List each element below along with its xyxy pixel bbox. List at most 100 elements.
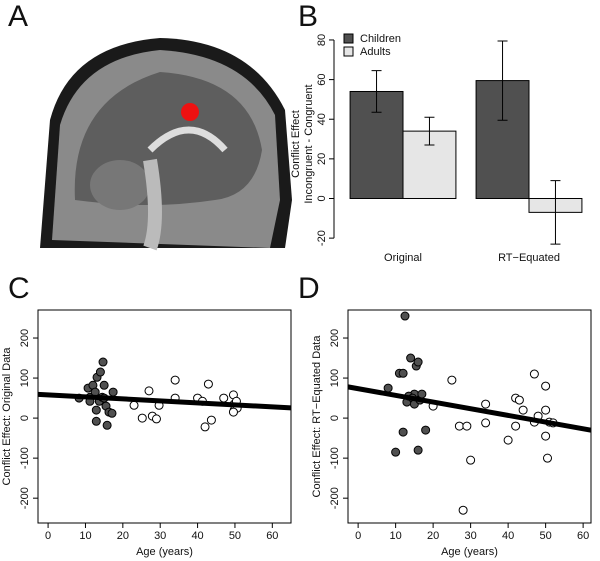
y-axis-label: Conflict Effect: RT−Equated Data [311, 335, 323, 498]
point [541, 431, 551, 441]
point [108, 387, 118, 397]
point [503, 435, 513, 445]
point [529, 369, 539, 379]
point [458, 505, 468, 515]
error-bar [371, 70, 382, 113]
y-tick-label: -100 [329, 447, 341, 469]
x-axis-label: Age (years) [441, 546, 498, 558]
point [398, 368, 408, 378]
x-tick-label: 60 [577, 530, 589, 542]
x-tick-label: 10 [390, 530, 402, 542]
point [541, 405, 551, 415]
x-tick-label: 60 [266, 530, 278, 542]
point [421, 425, 431, 435]
y-tick-label: 100 [19, 369, 31, 387]
x-tick-label: 40 [502, 530, 514, 542]
x-axis-label: Age (years) [136, 546, 193, 558]
point [454, 421, 464, 431]
y-tick-label: -100 [19, 447, 31, 469]
y-tick-label: 0 [19, 415, 31, 421]
y-tick-label: 80 [316, 34, 328, 46]
point [481, 399, 491, 409]
point [514, 395, 524, 405]
x-tick-label: 50 [229, 530, 241, 542]
point [511, 421, 521, 431]
point [383, 383, 393, 393]
error-bar [550, 180, 561, 245]
point [95, 367, 105, 377]
point [144, 386, 154, 396]
regression-line [347, 384, 592, 433]
point [98, 357, 108, 367]
y-tick-label: 20 [316, 153, 328, 165]
x-tick-label: 40 [191, 530, 203, 542]
panel-label: A [8, 0, 28, 33]
corpus-callosum [147, 126, 228, 153]
brain-image [40, 20, 292, 251]
point [99, 380, 109, 390]
point [107, 408, 117, 418]
point [203, 379, 213, 389]
point [137, 413, 147, 423]
point [413, 357, 423, 367]
plot-box [37, 309, 292, 524]
y-tick-label: 100 [329, 369, 341, 387]
cerebellum [90, 160, 150, 210]
x-tick-label: 30 [465, 530, 477, 542]
y-tick-label: -20 [316, 230, 328, 246]
x-tick-label: Original [384, 252, 422, 264]
point [518, 405, 528, 415]
y-tick-label: 200 [19, 329, 31, 347]
bar [349, 90, 404, 199]
x-tick-label: 0 [355, 530, 361, 542]
panel-label: D [298, 272, 320, 305]
roi [181, 103, 199, 121]
point [102, 420, 112, 430]
legend-swatch [343, 46, 354, 57]
x-tick-label: 0 [45, 530, 51, 542]
legend-label: Adults [360, 46, 391, 58]
panel-label: B [298, 0, 318, 33]
x-tick-label: 10 [79, 530, 91, 542]
point [170, 375, 180, 385]
legend-label: Children [360, 33, 401, 45]
y-tick-label: 0 [329, 415, 341, 421]
legend-swatch [343, 33, 354, 44]
y-axis-label: Conflict Effect [290, 110, 302, 178]
point [466, 455, 476, 465]
point [400, 311, 410, 321]
point [219, 393, 229, 403]
y-tick-label: -200 [19, 487, 31, 509]
point [206, 415, 216, 425]
error-bar [497, 40, 508, 121]
y-tick-label: 0 [316, 195, 328, 201]
regression-line [37, 391, 292, 411]
point [391, 447, 401, 457]
x-tick-label: 20 [117, 530, 129, 542]
plot-box [347, 309, 592, 524]
panel-label: C [8, 272, 30, 305]
x-tick-label: 20 [427, 530, 439, 542]
point [462, 421, 472, 431]
y-axis-label: Conflict Effect: Original Data [1, 347, 13, 486]
y-tick-label: 200 [329, 329, 341, 347]
x-tick-label: 50 [540, 530, 552, 542]
point [91, 416, 101, 426]
error-bar [424, 116, 435, 146]
point [200, 422, 210, 432]
point [406, 353, 416, 363]
y-tick-label: 40 [316, 113, 328, 125]
point [543, 453, 552, 463]
y-tick-label: -200 [329, 487, 341, 509]
x-tick-label: RT−Equated [498, 252, 560, 264]
y-axis-label: Incongruent - Congruent [303, 84, 315, 203]
point [541, 381, 551, 391]
point [481, 418, 491, 428]
brainstem [143, 158, 162, 251]
y-tick-label: 60 [316, 73, 328, 85]
point [91, 405, 101, 415]
x-tick-label: 30 [154, 530, 166, 542]
point [228, 407, 238, 417]
point [417, 389, 427, 399]
